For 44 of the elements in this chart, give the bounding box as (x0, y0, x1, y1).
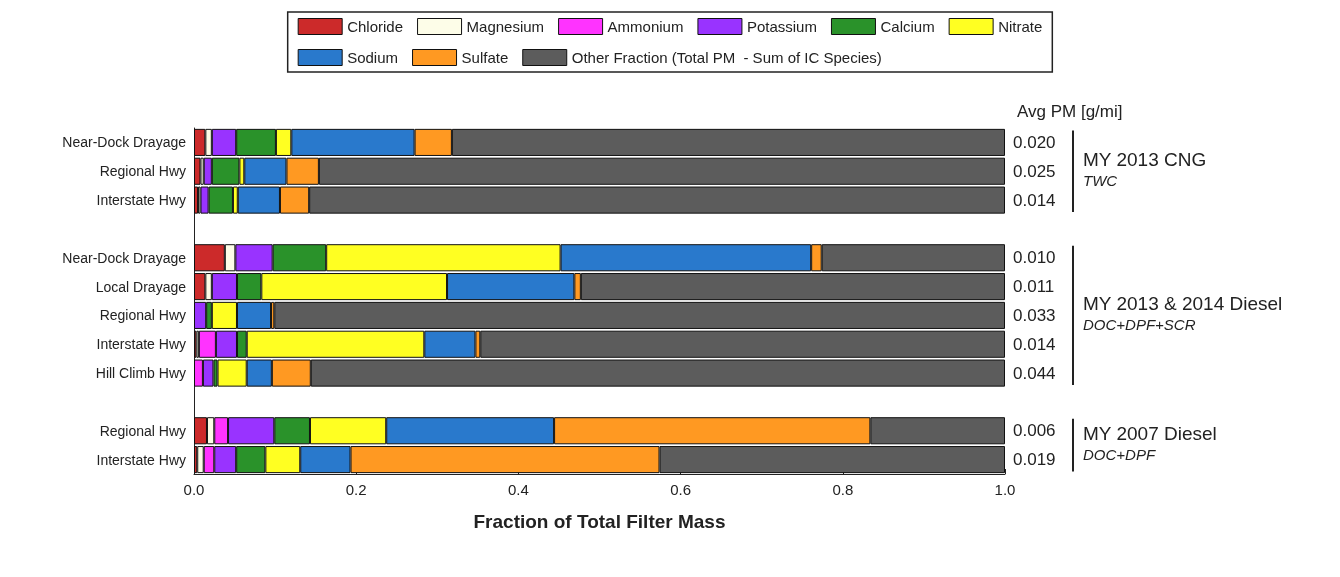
text: 0.020 (1013, 132, 1056, 152)
y-tick-label: Near-Dock Drayage (62, 134, 187, 151)
bar (274, 301, 1005, 329)
text: MY 2013 CNG (1083, 149, 1207, 171)
text: MY 2013 & 2014 Diesel (1083, 293, 1283, 315)
text: 0.006 (1013, 421, 1056, 441)
legend-label: Sulfate (461, 49, 509, 66)
text: DOC+DPF+SCR (1083, 316, 1196, 334)
y-tick-label: Regional Hwy (99, 307, 186, 324)
x-tick-label: 0.6 (670, 481, 692, 498)
y-tick-label: Near-Dock Drayage (62, 249, 187, 266)
legend-label: Ammonium (607, 18, 684, 35)
text: 0.025 (1013, 161, 1056, 181)
x-tick-label: 0.8 (832, 481, 854, 498)
x-tick-label: 0.0 (183, 481, 205, 498)
text: 0.044 (1013, 363, 1056, 383)
y-tick-label: Interstate Hwy (96, 336, 186, 353)
legend-label: Sodium (347, 49, 399, 66)
x-tick-label: 0.2 (345, 481, 367, 498)
y-tick-label: Interstate Hwy (96, 451, 186, 468)
text: MY 2007 Diesel (1083, 423, 1217, 445)
y-tick-label: Hill Climb Hwy (95, 365, 186, 382)
text: 0.011 (1013, 277, 1055, 297)
legend-label: Calcium (880, 18, 935, 35)
legend-label: Potassium (746, 18, 817, 35)
text: 0.014 (1013, 190, 1056, 210)
text: 0.019 (1013, 450, 1056, 470)
x-tick-label: 0.4 (507, 481, 529, 498)
x-tick-label: 1.0 (994, 481, 1016, 498)
x-axis-title: Fraction of Total Filter Mass (473, 511, 726, 532)
y-tick-label: Regional Hwy (99, 422, 186, 439)
legend-label: Nitrate (998, 18, 1043, 35)
text: 0.033 (1013, 305, 1056, 325)
text: DOC+DPF (1083, 446, 1156, 464)
y-tick-label: Local Drayage (95, 278, 187, 295)
text: Avg PM [g/mi] (1017, 102, 1123, 121)
legend-label: Magnesium (466, 18, 545, 35)
text: TWC (1083, 172, 1118, 190)
legend-label: Chloride (347, 18, 404, 35)
y-tick-label: Interstate Hwy (96, 192, 186, 209)
legend-label: Other Fraction (Total PM - Sum of IC Species) (571, 49, 882, 66)
text: 0.014 (1013, 334, 1056, 354)
text: 0.010 (1013, 248, 1056, 268)
y-tick-label: Regional Hwy (99, 163, 186, 180)
